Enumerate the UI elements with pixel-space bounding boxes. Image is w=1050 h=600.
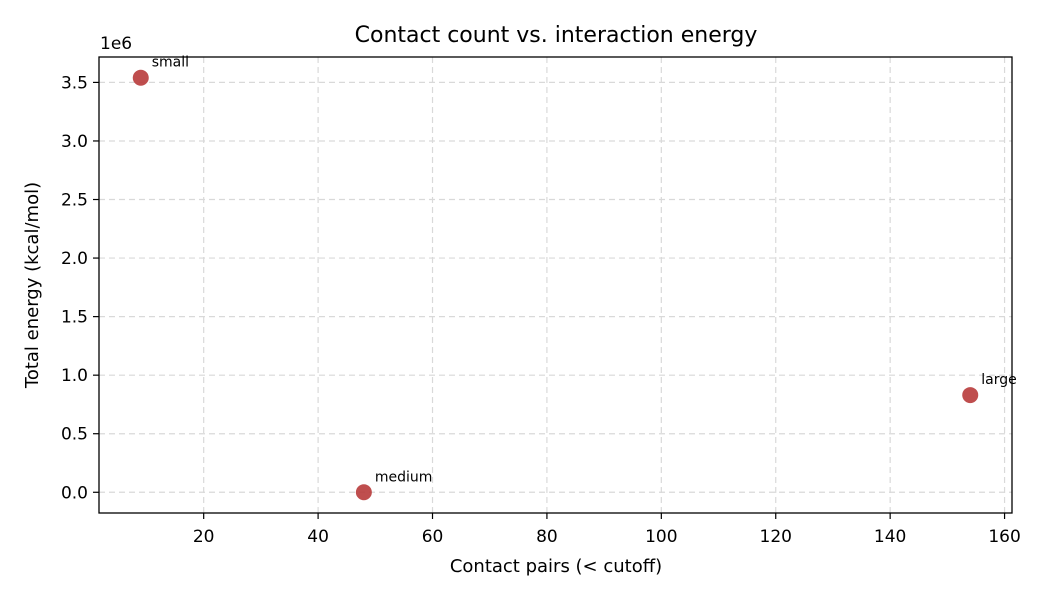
grid-layer (99, 57, 1012, 513)
x-tick-label: 160 (988, 527, 1020, 547)
points-layer: small medium large (132, 55, 1017, 501)
point-label-medium: medium (375, 469, 433, 485)
y-tick-label: 0.5 (61, 425, 88, 445)
plot-frame (98, 56, 1013, 514)
x-tick-label: 20 (193, 527, 215, 547)
point-label-small: small (152, 55, 189, 71)
y-tick-label: 3.5 (61, 73, 88, 93)
y-tick-label: 1.0 (61, 366, 88, 386)
data-point-large (962, 387, 979, 404)
x-tick-label: 40 (307, 527, 329, 547)
x-tick-label: 60 (422, 527, 444, 547)
x-tick-label: 120 (760, 527, 792, 547)
y-tick-label: 1.5 (61, 308, 88, 328)
y-tick-label: 2.5 (61, 191, 88, 211)
y-tick-label: 0.0 (61, 483, 88, 503)
y-axis-label: Total energy (kcal/mol) (22, 182, 43, 389)
chart-title: Contact count vs. interaction energy (355, 23, 758, 48)
x-axis-label: Contact pairs (< cutoff) (450, 556, 662, 577)
data-point-small (132, 69, 149, 86)
y-tick-label: 3.0 (61, 132, 88, 152)
x-tick-label: 140 (874, 527, 906, 547)
point-label-large: large (981, 372, 1016, 388)
x-tick-label: 80 (536, 527, 558, 547)
x-tick-label: 100 (645, 527, 677, 547)
data-point-medium (355, 484, 372, 501)
y-offset-label: 1e6 (100, 34, 132, 54)
y-tick-label: 2.0 (61, 249, 88, 269)
ticks-layer: 20 40 60 80 100 120 140 160 0.0 0.5 1.0 1.5 2.0 2.5 3.… (61, 73, 1021, 547)
